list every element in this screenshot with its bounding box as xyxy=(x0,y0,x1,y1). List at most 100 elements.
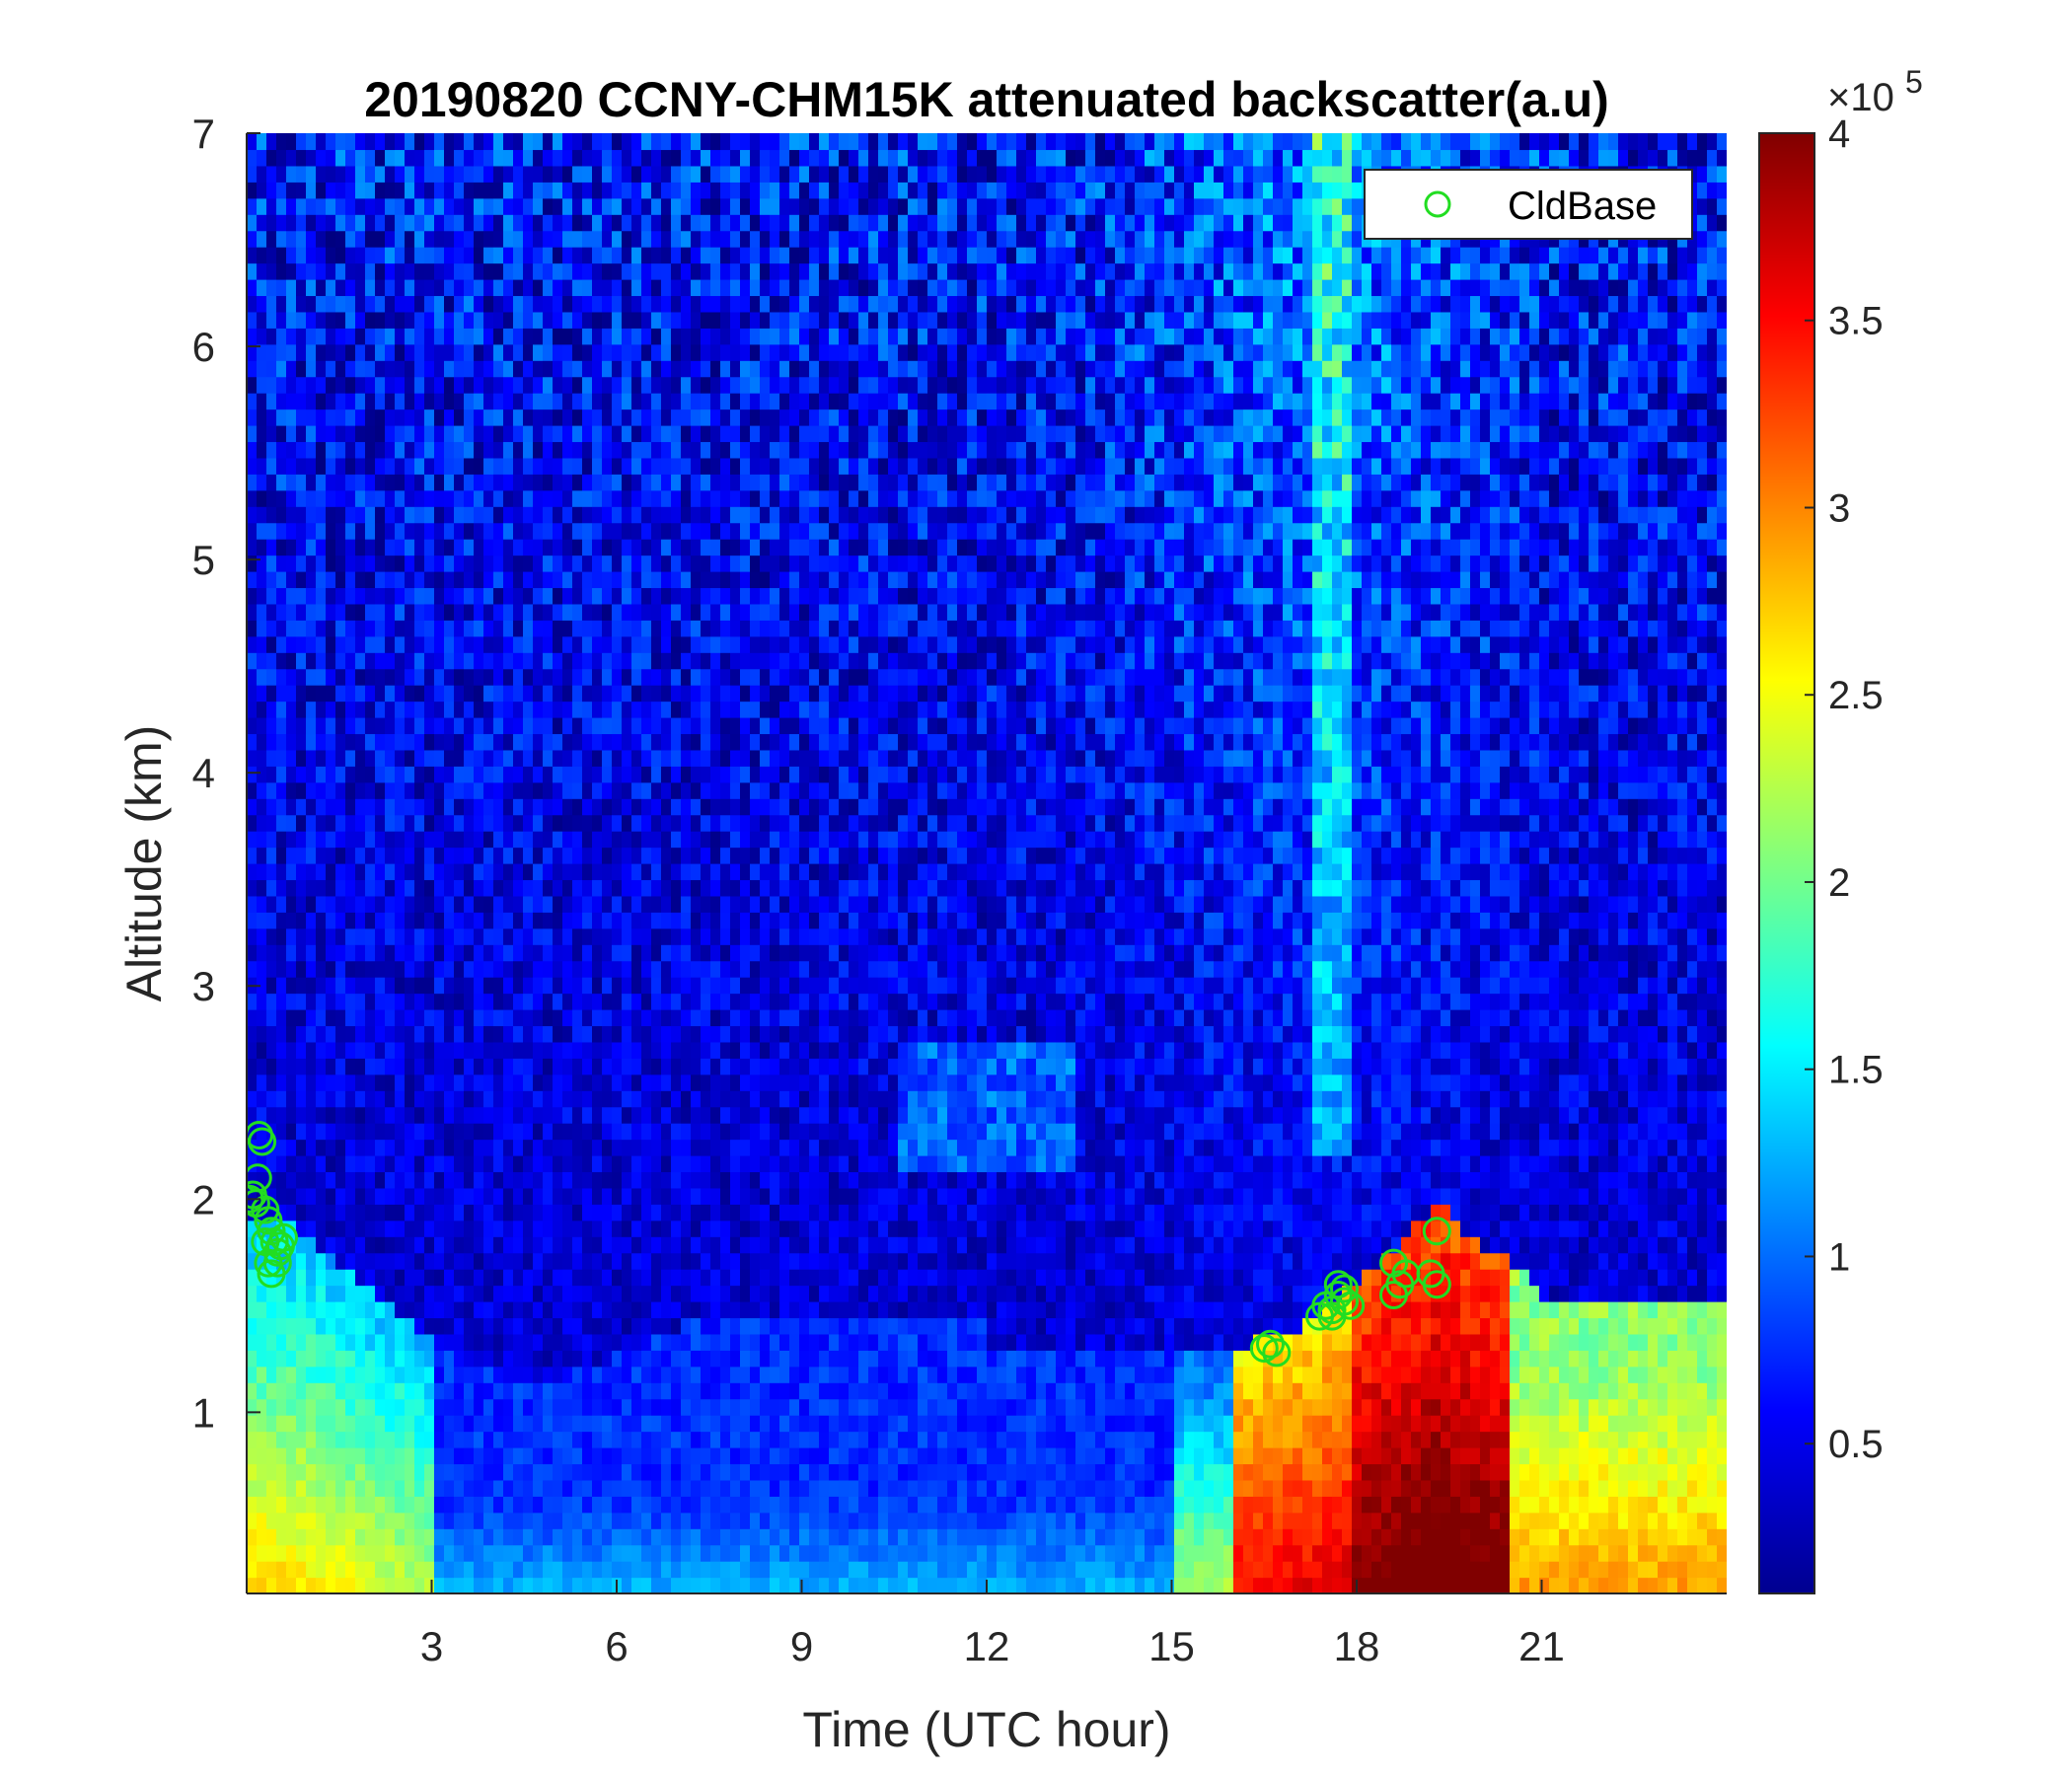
heatmap-cell xyxy=(335,571,346,589)
heatmap-cell xyxy=(306,1090,317,1108)
heatmap-cell xyxy=(572,1236,583,1254)
heatmap-cell xyxy=(326,328,336,345)
heatmap-cell xyxy=(770,1041,780,1059)
heatmap-cell xyxy=(247,635,258,653)
heatmap-cell xyxy=(691,1528,702,1546)
heatmap-cell xyxy=(326,1269,336,1287)
heatmap-cell xyxy=(572,489,583,507)
heatmap-cell xyxy=(474,1431,484,1448)
heatmap-cell xyxy=(582,343,593,361)
heatmap-cell xyxy=(326,474,336,491)
heatmap-cell xyxy=(247,993,258,1010)
heatmap-cell xyxy=(523,717,534,735)
heatmap-cell xyxy=(710,1301,721,1319)
heatmap-cell xyxy=(266,1301,277,1319)
heatmap-cell xyxy=(464,133,475,151)
heatmap-cell xyxy=(779,457,790,475)
heatmap-cell xyxy=(345,247,356,264)
heatmap-cell xyxy=(503,1447,514,1465)
heatmap-cell xyxy=(306,912,317,929)
heatmap-cell xyxy=(543,1041,554,1059)
heatmap-cell xyxy=(651,311,662,329)
heatmap-cell xyxy=(543,1058,554,1075)
heatmap-cell xyxy=(247,1269,258,1287)
heatmap-cell xyxy=(493,1463,504,1481)
heatmap-cell xyxy=(257,279,267,297)
heatmap-cell xyxy=(345,1155,356,1173)
heatmap-cell xyxy=(395,295,406,313)
heatmap-cell xyxy=(612,685,623,703)
heatmap-cell xyxy=(365,879,376,897)
heatmap-cell xyxy=(345,360,356,378)
heatmap-cell xyxy=(434,1431,445,1448)
heatmap-cell xyxy=(651,1431,662,1448)
heatmap-cell xyxy=(335,733,346,751)
heatmap-cell xyxy=(572,1058,583,1075)
heatmap-cell xyxy=(375,1236,386,1254)
heatmap-cell xyxy=(454,295,465,313)
heatmap-cell xyxy=(631,1123,642,1141)
heatmap-cell xyxy=(671,749,682,767)
heatmap-cell xyxy=(375,1204,386,1221)
heatmap-cell xyxy=(483,798,494,816)
heatmap-cell xyxy=(276,230,287,248)
heatmap-cell xyxy=(483,1009,494,1027)
heatmap-cell xyxy=(592,1155,603,1173)
heatmap-cell xyxy=(750,1366,761,1383)
heatmap-cell xyxy=(602,879,613,897)
heatmap-cell xyxy=(730,555,741,572)
heatmap-cell xyxy=(444,635,455,653)
heatmap-cell xyxy=(326,1090,336,1108)
heatmap-cell xyxy=(276,766,287,783)
heatmap-cell xyxy=(641,749,652,767)
heatmap-cell xyxy=(592,749,603,767)
heatmap-cell xyxy=(641,766,652,783)
heatmap-cell xyxy=(651,1366,662,1383)
heatmap-cell xyxy=(513,635,524,653)
heatmap-cell xyxy=(602,814,613,832)
heatmap-cell xyxy=(405,262,415,280)
heatmap-cell xyxy=(276,1544,287,1562)
heatmap-cell xyxy=(424,1301,435,1319)
heatmap-cell xyxy=(493,571,504,589)
heatmap-cell xyxy=(760,749,771,767)
heatmap-cell xyxy=(296,1252,307,1270)
heatmap-cell xyxy=(523,1544,534,1562)
heatmap-cell xyxy=(365,1285,376,1302)
heatmap-cell xyxy=(257,393,267,410)
heatmap-cell xyxy=(424,1106,435,1124)
heatmap-cell xyxy=(503,182,514,199)
heatmap-cell xyxy=(691,408,702,426)
heatmap-cell xyxy=(286,652,297,670)
heatmap-cell xyxy=(326,1447,336,1465)
heatmap-cell xyxy=(622,1577,632,1593)
heatmap-cell xyxy=(405,635,415,653)
heatmap-cell xyxy=(474,960,484,978)
heatmap-cell xyxy=(651,701,662,718)
heatmap-cell xyxy=(651,230,662,248)
heatmap-cell xyxy=(454,1058,465,1075)
heatmap-cell xyxy=(395,814,406,832)
heatmap-cell xyxy=(671,393,682,410)
heatmap-cell xyxy=(365,781,376,799)
heatmap-cell xyxy=(424,668,435,686)
heatmap-cell xyxy=(434,393,445,410)
heatmap-cell xyxy=(296,247,307,264)
heatmap-cell xyxy=(345,1220,356,1237)
heatmap-cell xyxy=(316,1350,327,1368)
heatmap-cell xyxy=(385,1382,396,1400)
heatmap-cell xyxy=(316,133,327,151)
heatmap-cell xyxy=(661,247,672,264)
heatmap-cell xyxy=(345,522,356,540)
heatmap-cell xyxy=(691,1463,702,1481)
heatmap-cell xyxy=(750,230,761,248)
heatmap-cell xyxy=(701,393,711,410)
heatmap-cell xyxy=(474,749,484,767)
heatmap-cell xyxy=(710,441,721,459)
heatmap-cell xyxy=(286,165,297,183)
heatmap-cell xyxy=(483,360,494,378)
heatmap-cell xyxy=(513,1123,524,1141)
heatmap-cell xyxy=(513,1009,524,1027)
heatmap-cell xyxy=(631,1496,642,1514)
heatmap-cell xyxy=(720,1204,731,1221)
